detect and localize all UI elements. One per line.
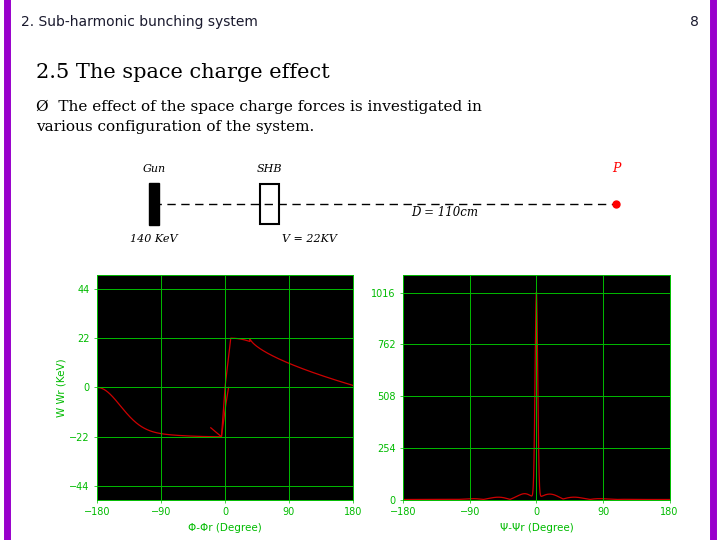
Text: Ø  The effect of the space charge forces is investigated in
various configuratio: Ø The effect of the space charge forces … — [36, 100, 482, 134]
Text: 2. Sub-harmonic bunching system: 2. Sub-harmonic bunching system — [22, 15, 258, 29]
Text: 8: 8 — [690, 15, 698, 29]
Y-axis label: W Wr (KeV): W Wr (KeV) — [56, 358, 66, 417]
Text: 140 KeV: 140 KeV — [130, 233, 178, 244]
Bar — [260, 184, 279, 224]
Text: Gun: Gun — [143, 164, 166, 174]
Text: 2.5 The space charge effect: 2.5 The space charge effect — [36, 63, 330, 82]
Bar — [150, 183, 159, 225]
Text: V = 22KV: V = 22KV — [282, 233, 337, 244]
Text: P: P — [612, 162, 620, 175]
Text: SHB: SHB — [256, 164, 282, 174]
X-axis label: Φ-Φr (Degree): Φ-Φr (Degree) — [188, 523, 262, 532]
Text: D = 110cm: D = 110cm — [410, 206, 478, 219]
X-axis label: Ψ-Ψr (Degree): Ψ-Ψr (Degree) — [500, 523, 573, 532]
